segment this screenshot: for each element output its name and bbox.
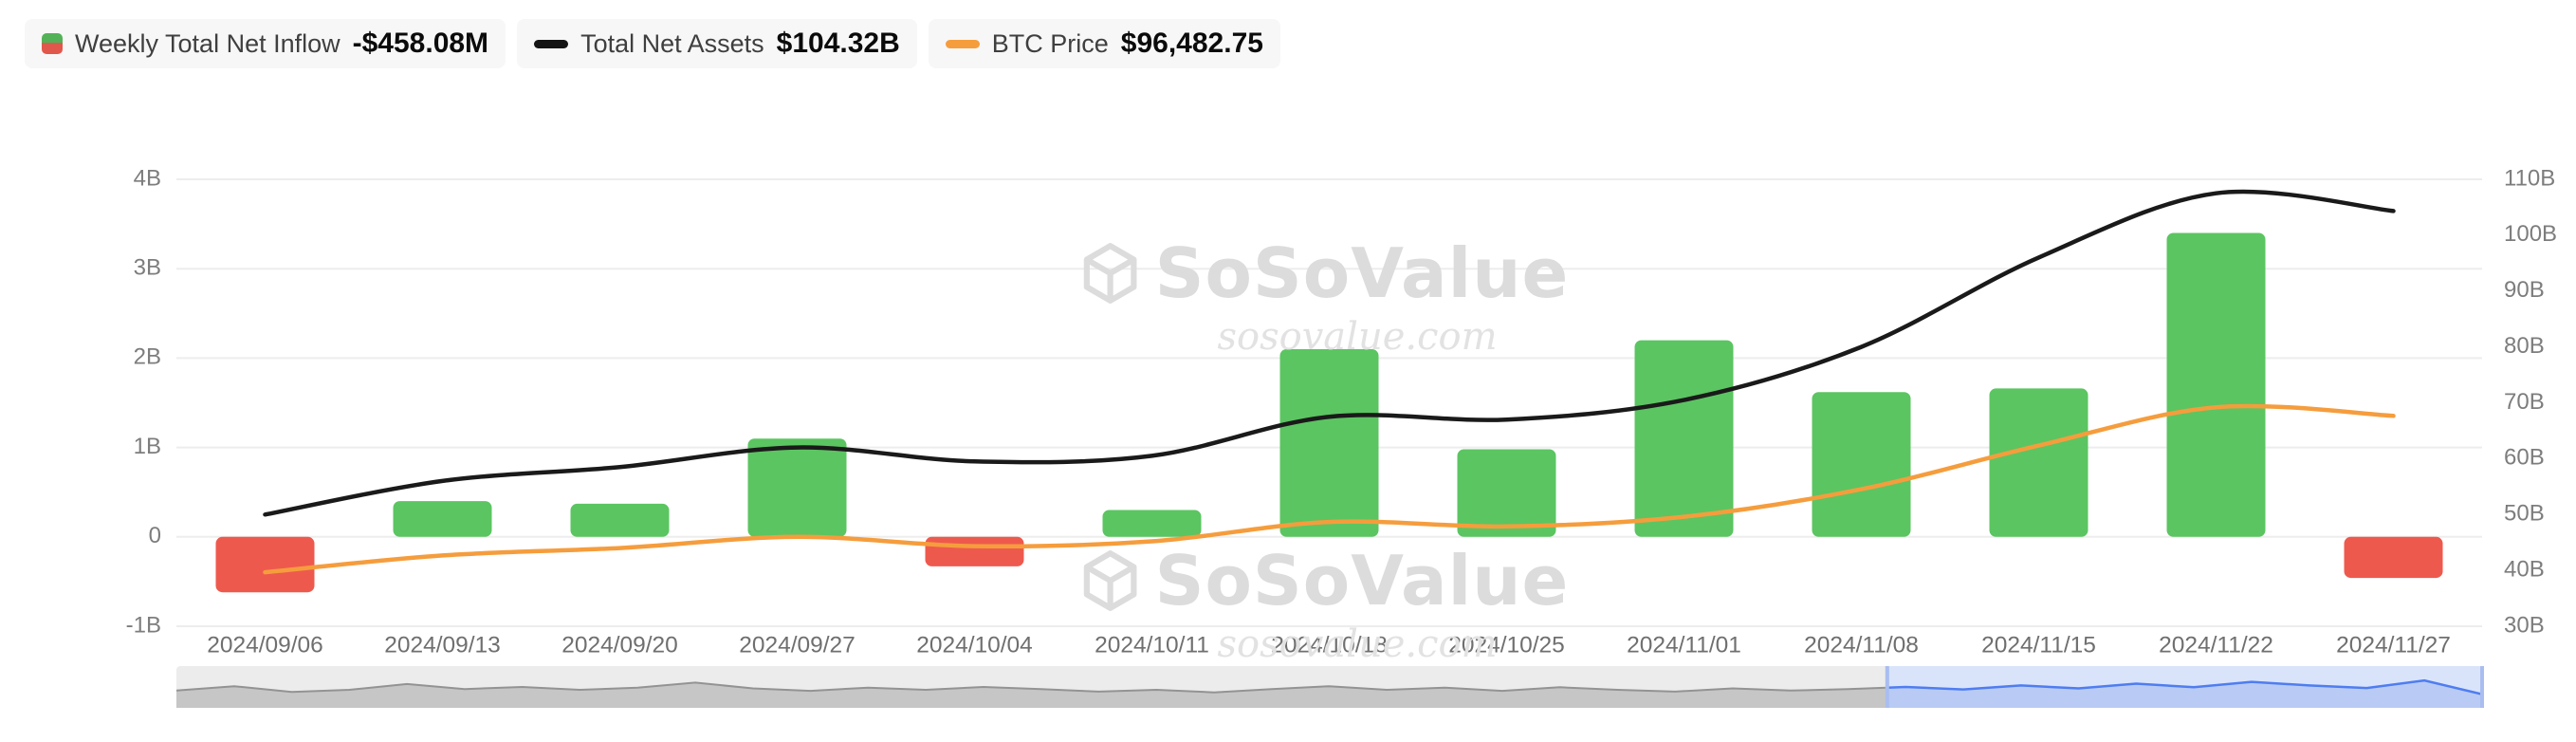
legend-item-total-net-assets[interactable]: Total Net Assets $104.32B [517,19,917,68]
y-axis-right-tick: 60B [2504,445,2545,471]
legend-item-weekly-net-inflow[interactable]: Weekly Total Net Inflow -$458.08M [25,19,506,68]
x-axis-date-label: 2024/11/27 [2336,632,2451,658]
black-line-series-icon [534,39,569,48]
y-axis-right-tick: 40B [2504,556,2545,582]
chart-legend: Weekly Total Net Inflow -$458.08M Total … [25,19,1280,68]
y-axis-left-tick: 1B [134,434,161,459]
weekly-net-inflow-bar [1634,340,1734,537]
weekly-net-inflow-bar [925,536,1024,566]
x-axis-date-label: 2024/11/15 [1981,632,2096,658]
y-axis-right-tick: 50B [2504,501,2545,527]
orange-line-series-icon [945,39,980,48]
legend-label: Weekly Total Net Inflow [75,28,340,58]
y-axis-right-tick: 70B [2504,389,2545,415]
btc-price-line [263,403,2396,575]
y-axis-right-tick: 30B [2504,612,2545,638]
x-axis-date-label: 2024/10/18 [1271,632,1388,658]
weekly-net-inflow-bar [1102,510,1202,537]
legend-value: $104.32B [776,28,900,59]
weekly-net-inflow-bar [570,503,670,537]
weekly-net-inflow-bar [215,536,315,593]
legend-value: -$458.08M [352,28,489,59]
weekly-net-inflow-bar [1812,392,1911,537]
x-axis-date-label: 2024/10/25 [1448,632,1565,658]
x-axis-date-label: 2024/09/20 [561,632,678,658]
x-axis-date-label: 2024/09/27 [739,632,856,658]
legend-item-btc-price[interactable]: BTC Price $96,482.75 [928,19,1280,68]
y-axis-right-tick: 80B [2504,333,2545,359]
x-axis-date-label: 2024/10/04 [916,632,1033,658]
total-net-assets-line [263,189,2396,517]
x-axis-date-label: 2024/11/22 [2159,632,2273,658]
y-axis-left-tick: 2B [134,344,161,370]
y-axis-left-tick: 0 [149,523,161,548]
navigator-handle-left[interactable] [1885,666,1889,708]
weekly-net-inflow-bar [747,438,847,537]
x-axis-date-label: 2024/11/08 [1804,632,1919,658]
weekly-net-inflow-bar [1457,449,1556,537]
weekly-net-inflow-bar [393,501,492,537]
legend-value: $96,482.75 [1120,28,1263,59]
x-axis-date-label: 2024/09/06 [207,632,323,658]
y-axis-left-tick: 3B [134,255,161,281]
weekly-net-inflow-bar [1989,388,2088,537]
navigator-selection[interactable] [176,666,2483,708]
x-axis-date-label: 2024/09/13 [384,632,501,658]
weekly-net-inflow-bar [2344,536,2443,579]
y-axis-left-tick: -1B [126,612,161,638]
y-axis-left-tick: 4B [134,165,161,191]
bar-series-icon [42,33,63,54]
weekly-net-inflow-bar [2166,232,2266,537]
y-axis-right-tick: 90B [2504,277,2545,303]
navigator-handle-right[interactable] [2480,666,2484,708]
y-axis-right-tick: 110B [2504,165,2555,191]
y-axis-right-tick: 100B [2504,221,2557,247]
x-axis-date-label: 2024/11/01 [1627,632,1741,658]
legend-label: Total Net Assets [580,28,764,58]
x-axis-date-label: 2024/10/11 [1095,632,1209,658]
weekly-net-inflow-bar [1279,349,1379,537]
legend-label: BTC Price [991,28,1109,58]
